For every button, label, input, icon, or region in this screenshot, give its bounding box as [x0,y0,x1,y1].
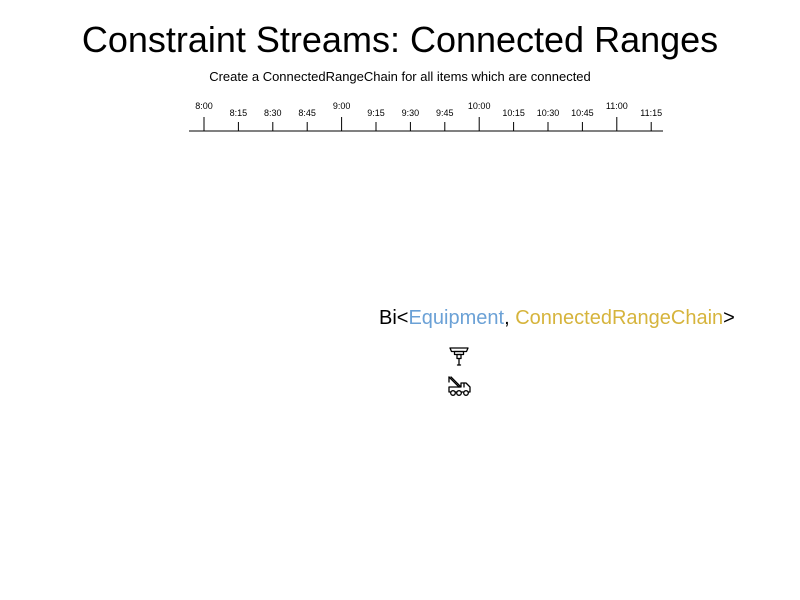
tuple-suffix: > [723,307,735,329]
timeline-tick-label: 8:00 [195,101,213,111]
timeline-tick-label: 8:45 [298,108,316,118]
page-subtitle: Create a ConnectedRangeChain for all ite… [209,69,591,84]
tuple-separator: , [504,307,516,329]
timeline-tick-label: 8:15 [230,108,248,118]
page-title: Constraint Streams: Connected Ranges [81,19,719,60]
jackhammer-icon [449,347,469,366]
timeline-tick-label: 9:00 [333,101,351,111]
timeline-tick-label: 10:15 [502,108,525,118]
tuple-type-connected-range-chain: ConnectedRangeChain [515,307,724,329]
timeline-tick-label: 10:45 [571,108,594,118]
tuple-type-label: Bi<Equipment, ConnectedRangeChain> [379,306,735,330]
timeline-tick-label: 10:00 [468,101,491,111]
crane-truck-icon [448,376,471,396]
tuple-prefix: Bi< [379,307,409,329]
timeline-tick-label: 11:00 [606,101,628,111]
tuple-type-equipment: Equipment [408,307,505,329]
timeline: 8:00 8:15 8:30 8:45 9:00 9:15 9:30 9:45 10:00 10:… [189,101,663,132]
timeline-tick-label: 10:30 [537,108,560,118]
timeline-tick-label: 9:15 [367,108,385,118]
timeline-tick-label: 8:30 [264,108,282,118]
timeline-tick-label: 11:15 [640,108,662,118]
timeline-tick-label: 9:30 [402,108,420,118]
timeline-tick-label: 9:45 [436,108,454,118]
